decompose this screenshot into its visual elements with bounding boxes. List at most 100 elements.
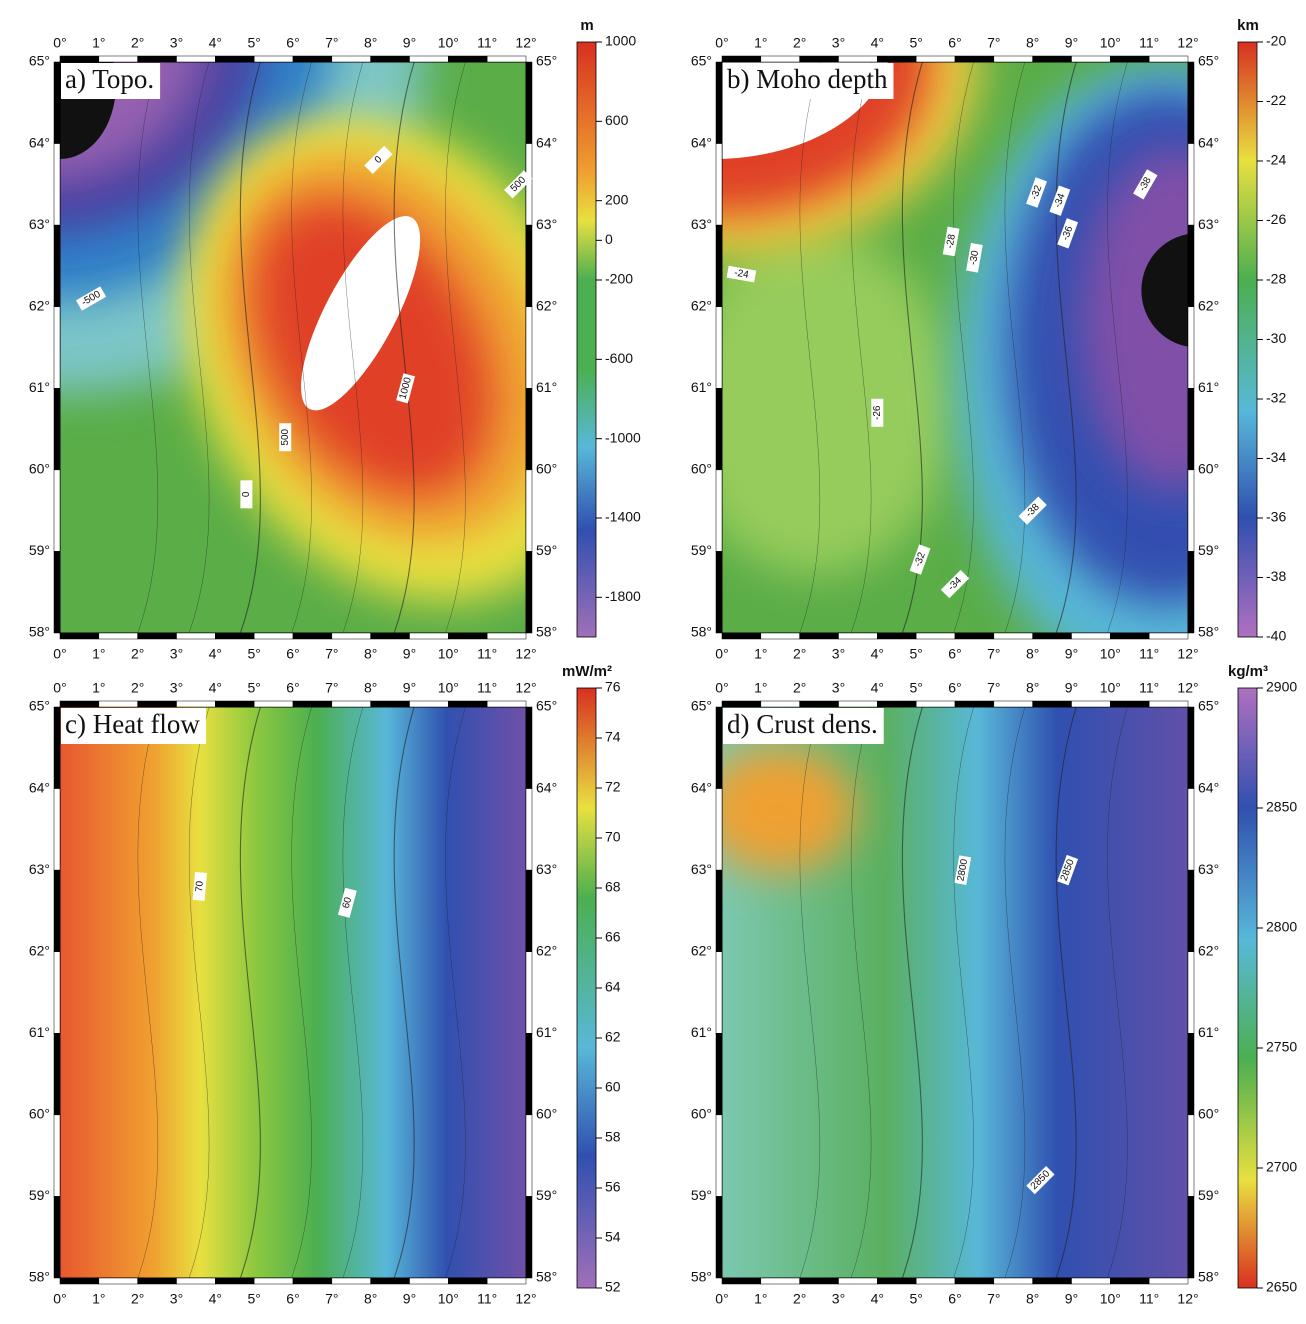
colorbar-tick-label: -36 (1266, 509, 1286, 525)
frame-bar (371, 56, 410, 62)
frame-bar (54, 62, 60, 144)
colorbar-tick-label: 600 (605, 112, 629, 128)
lon-label: 7° (987, 35, 1000, 51)
lon-label: 10° (1100, 646, 1121, 662)
colorbar-tick-label: -38 (1266, 568, 1286, 584)
frame-bar (54, 470, 60, 552)
lon-label: 12° (1177, 1291, 1198, 1307)
frame-bar (761, 1278, 800, 1284)
colorbar-tick-label: 64 (605, 979, 621, 995)
lon-label: 5° (909, 35, 922, 51)
frame-bar (839, 1278, 878, 1284)
lon-label: 3° (170, 646, 183, 662)
colorbar-unit: m (580, 17, 593, 34)
lon-label: 6° (286, 680, 299, 696)
lat-label: 61° (691, 1024, 712, 1040)
lon-label: 12° (515, 1291, 536, 1307)
frame-bar (761, 633, 800, 639)
frame-bar (716, 952, 722, 1034)
lat-label: 62° (691, 297, 712, 313)
lon-label: 9° (403, 35, 416, 51)
frame-bar (526, 707, 532, 789)
lon-label: 9° (403, 680, 416, 696)
lon-label: 10° (1100, 35, 1121, 51)
colorbar-tick-label: 2750 (1266, 1039, 1297, 1055)
frame-bar (1110, 701, 1149, 707)
colorbar-tick-label: 2850 (1266, 799, 1297, 815)
frame-bar (716, 144, 722, 226)
lat-label: 61° (29, 379, 50, 395)
colorbar (577, 42, 596, 637)
lon-label: 9° (1065, 646, 1078, 662)
frame-bar (54, 707, 60, 789)
lon-label: 4° (209, 680, 222, 696)
lat-label: 58° (1198, 624, 1219, 640)
frame-bar (761, 701, 800, 707)
frame-bar (839, 56, 878, 62)
lon-label: 2° (131, 646, 144, 662)
colorbar (1238, 42, 1257, 637)
frame-bar (526, 870, 532, 952)
frame-bar (410, 56, 449, 62)
colorbar-tick-label: -1000 (605, 429, 641, 445)
frame-bar (1072, 633, 1111, 639)
frame-bar (1149, 1278, 1188, 1284)
lon-label: 10° (438, 1291, 459, 1307)
lat-label: 58° (29, 624, 50, 640)
contour-label-group: 500 (279, 423, 291, 451)
frame-bar (54, 307, 60, 389)
lat-label: 62° (1198, 297, 1219, 313)
lat-label: 59° (1198, 542, 1219, 558)
lat-label: 63° (29, 216, 50, 232)
lon-label: 2° (131, 1291, 144, 1307)
frame-bar (99, 1278, 138, 1284)
lon-label: 7° (325, 1291, 338, 1307)
frame-bar (1110, 633, 1149, 639)
lon-label: 12° (515, 680, 536, 696)
lat-label: 63° (29, 861, 50, 877)
lon-label: 6° (948, 1291, 961, 1307)
colorbar-tick-label: 52 (605, 1279, 621, 1295)
frame-bar (448, 56, 487, 62)
frame-bar (293, 56, 332, 62)
frame-bar (722, 633, 761, 639)
map-panel: 0°0°1°1°2°2°3°3°4°4°5°5°6°6°7°7°8°8°9°9°… (691, 663, 1298, 1307)
colorbar-tick-label: -34 (1266, 449, 1286, 465)
lat-label: 61° (29, 1024, 50, 1040)
lat-label: 61° (1198, 379, 1219, 395)
lon-label: 5° (247, 646, 260, 662)
frame-bar (526, 952, 532, 1034)
lon-label: 4° (871, 680, 884, 696)
lon-label: 0° (53, 1291, 66, 1307)
lat-label: 60° (691, 461, 712, 477)
lat-label: 62° (29, 942, 50, 958)
lon-label: 1° (92, 646, 105, 662)
frame-bar (716, 1033, 722, 1115)
frame-bar (215, 701, 254, 707)
colorbar-tick-label: 2900 (1266, 679, 1297, 695)
frame-bar (332, 701, 371, 707)
lon-label: 8° (364, 1291, 377, 1307)
frame-bar (215, 56, 254, 62)
frame-bar (1072, 701, 1111, 707)
frame-bar (800, 1278, 839, 1284)
lon-label: 11° (477, 35, 497, 51)
frame-bar (526, 789, 532, 871)
frame-bar (1110, 56, 1149, 62)
field (60, 707, 526, 1278)
lon-label: 4° (871, 35, 884, 51)
colorbar-tick-label: 200 (605, 191, 629, 207)
frame-bar (716, 307, 722, 389)
field-patch (1141, 233, 1253, 347)
lon-label: 1° (92, 1291, 105, 1307)
frame-bar (526, 388, 532, 470)
colorbar-tick-label: 74 (605, 729, 621, 745)
lat-label: 60° (536, 1106, 557, 1122)
colorbar-unit: mW/m² (562, 663, 612, 680)
frame-bar (254, 1278, 293, 1284)
colorbar-tick-label: 2800 (1266, 919, 1297, 935)
frame-bar (60, 633, 99, 639)
lon-label: 7° (987, 646, 1000, 662)
colorbar (1238, 688, 1257, 1288)
panel-title: b) Moho depth (727, 64, 888, 94)
